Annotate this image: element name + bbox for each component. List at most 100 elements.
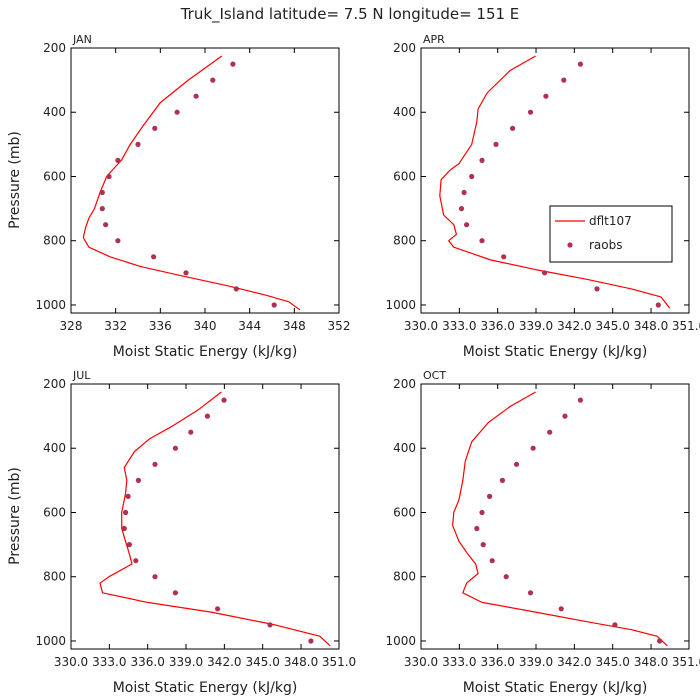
panel-jul: JUL 330.0 333.0 336.0 339.0 342.0 345.0 348.0 3… bbox=[7, 369, 356, 696]
y-tick-label: 200 bbox=[393, 377, 416, 391]
x-tick-label: 330.0 bbox=[404, 319, 438, 333]
obs-point bbox=[479, 509, 485, 516]
panel-jan-obs-series bbox=[99, 61, 277, 308]
y-tick-label: 200 bbox=[43, 41, 66, 55]
obs-point bbox=[499, 477, 505, 483]
obs-point bbox=[562, 413, 568, 419]
x-tick-label: 352 bbox=[328, 319, 351, 333]
obs-point bbox=[99, 189, 105, 196]
obs-point bbox=[527, 109, 534, 115]
obs-point bbox=[125, 493, 131, 499]
y-tick-label: 600 bbox=[43, 505, 66, 519]
obs-point bbox=[215, 606, 221, 612]
obs-point bbox=[469, 173, 475, 180]
obs-point bbox=[193, 93, 199, 99]
model-line bbox=[99, 391, 331, 647]
obs-point bbox=[657, 638, 663, 644]
panel-apr-x-label: Moist Static Energy (kJ/kg) bbox=[463, 344, 648, 360]
x-tick-label: 336 bbox=[149, 319, 172, 333]
panel-oct-y-ticks: 200 400 600 800 1000 bbox=[385, 377, 689, 648]
obs-point bbox=[464, 222, 470, 228]
y-tick-label: 400 bbox=[393, 105, 416, 119]
obs-point bbox=[461, 189, 467, 196]
obs-point bbox=[204, 413, 210, 419]
obs-point bbox=[133, 558, 139, 564]
panel-apr-y-ticks: 200 400 600 800 1000 bbox=[385, 41, 689, 312]
panel-oct-x-label: Moist Static Energy (kJ/kg) bbox=[463, 680, 648, 696]
obs-point bbox=[135, 141, 141, 147]
panel-jul-x-label: Moist Static Energy (kJ/kg) bbox=[113, 680, 298, 696]
panel-apr-model-series bbox=[439, 55, 671, 309]
obs-point bbox=[267, 622, 273, 628]
panel-jul-x-ticks: 330.0 333.0 336.0 339.0 342.0 345.0 348.0 351.0 bbox=[54, 384, 356, 669]
panel-jul-frame bbox=[70, 383, 340, 650]
panel-apr-x-ticks: 330.0 333.0 336.0 339.0 342.0 345.0 348.0 351.0 bbox=[404, 48, 700, 333]
y-tick-label: 800 bbox=[393, 570, 416, 584]
obs-point bbox=[123, 509, 129, 516]
y-tick-label: 1000 bbox=[385, 298, 416, 312]
x-tick-label: 351.0 bbox=[672, 319, 700, 333]
y-tick-label: 600 bbox=[43, 169, 66, 183]
panel-oct-title: OCT bbox=[423, 369, 446, 382]
x-tick-label: 336.0 bbox=[131, 655, 165, 669]
obs-point bbox=[151, 254, 157, 260]
model-line bbox=[439, 55, 671, 309]
x-tick-label: 345.0 bbox=[246, 655, 280, 669]
obs-point bbox=[106, 173, 112, 180]
x-tick-label: 339.0 bbox=[519, 319, 553, 333]
x-tick-label: 348 bbox=[283, 319, 306, 333]
obs-point bbox=[233, 286, 239, 292]
legend-model-label: dflt107 bbox=[589, 214, 632, 228]
x-tick-label: 330.0 bbox=[54, 655, 88, 669]
y-tick-label: 600 bbox=[393, 169, 416, 183]
panel-jan-model-series bbox=[82, 55, 301, 311]
panel-apr: APR 330.0 333.0 336.0 339.0 342.0 345.0 348.0 3… bbox=[385, 33, 700, 360]
obs-point bbox=[271, 302, 277, 308]
y-tick-label: 400 bbox=[43, 441, 66, 455]
panel-jul-y-label: Pressure (mb) bbox=[7, 467, 23, 565]
obs-point bbox=[542, 270, 548, 276]
x-tick-label: 342.0 bbox=[557, 655, 591, 669]
y-tick-label: 800 bbox=[43, 570, 66, 584]
panel-apr-obs-series bbox=[458, 61, 661, 308]
obs-point bbox=[594, 286, 600, 292]
x-tick-label: 330.0 bbox=[404, 655, 438, 669]
y-tick-label: 800 bbox=[43, 234, 66, 248]
x-tick-label: 336.0 bbox=[481, 319, 515, 333]
y-tick-label: 200 bbox=[43, 377, 66, 391]
x-tick-label: 342.0 bbox=[207, 655, 241, 669]
panel-jul-title: JUL bbox=[72, 369, 91, 382]
panel-jul-obs-series bbox=[121, 397, 314, 644]
y-tick-label: 1000 bbox=[385, 634, 416, 648]
panel-apr-frame bbox=[420, 47, 690, 314]
legend: dflt107 raobs bbox=[549, 205, 673, 263]
obs-point bbox=[99, 206, 105, 212]
obs-point bbox=[474, 525, 480, 532]
legend-obs-swatch bbox=[567, 242, 573, 248]
panel-oct-frame bbox=[420, 383, 690, 650]
panel-jul-y-ticks: 200 400 600 800 1000 bbox=[35, 377, 339, 648]
y-tick-label: 1000 bbox=[35, 298, 66, 312]
obs-point bbox=[487, 493, 493, 499]
model-line bbox=[82, 55, 301, 311]
figure-title: Truk_Island latitude= 7.5 N longitude= 1… bbox=[180, 5, 520, 24]
y-tick-label: 1000 bbox=[35, 634, 66, 648]
panel-jan-title: JAN bbox=[72, 33, 92, 46]
x-tick-label: 342.0 bbox=[557, 319, 591, 333]
x-tick-label: 351.0 bbox=[672, 655, 700, 669]
panel-jan-y-ticks: 200 400 600 800 1000 bbox=[35, 41, 339, 312]
panel-jul-model-series bbox=[99, 391, 331, 647]
obs-point bbox=[480, 542, 486, 548]
panel-jan-x-ticks: 328 332 336 340 344 348 352 bbox=[60, 48, 351, 333]
x-tick-label: 333.0 bbox=[92, 655, 126, 669]
obs-point bbox=[115, 157, 121, 163]
y-tick-label: 200 bbox=[393, 41, 416, 55]
obs-point bbox=[152, 125, 158, 131]
obs-point bbox=[121, 525, 127, 532]
obs-point bbox=[210, 77, 216, 83]
obs-point bbox=[230, 61, 236, 67]
obs-point bbox=[479, 238, 485, 244]
obs-point bbox=[172, 445, 178, 451]
x-tick-label: 348.0 bbox=[634, 655, 668, 669]
